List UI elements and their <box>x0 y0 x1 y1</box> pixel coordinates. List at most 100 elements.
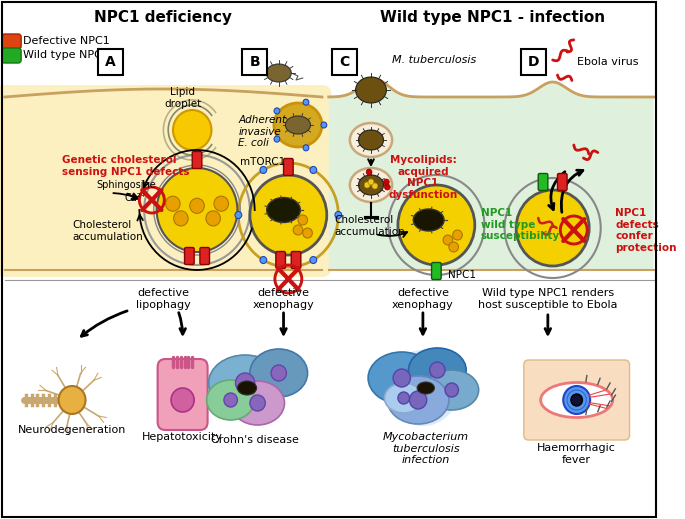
FancyBboxPatch shape <box>538 173 548 190</box>
Ellipse shape <box>238 381 257 395</box>
Text: Wild type NPC1: Wild type NPC1 <box>23 50 109 60</box>
Ellipse shape <box>368 352 436 404</box>
Circle shape <box>386 350 460 426</box>
FancyBboxPatch shape <box>521 49 546 75</box>
Circle shape <box>298 215 308 225</box>
Text: Ca²⁺: Ca²⁺ <box>125 193 147 203</box>
FancyBboxPatch shape <box>184 248 194 265</box>
FancyBboxPatch shape <box>2 48 21 63</box>
FancyBboxPatch shape <box>291 252 301 268</box>
FancyBboxPatch shape <box>276 252 286 268</box>
Text: Mycobacterium
tuberculosis
infection: Mycobacterium tuberculosis infection <box>383 432 469 465</box>
Text: Genetic cholesterol
sensing NPC1 defects: Genetic cholesterol sensing NPC1 defects <box>62 155 190 176</box>
Ellipse shape <box>266 64 291 82</box>
FancyBboxPatch shape <box>332 49 357 75</box>
Circle shape <box>190 198 204 213</box>
Ellipse shape <box>286 116 310 134</box>
FancyBboxPatch shape <box>524 360 630 440</box>
Text: C: C <box>339 55 349 69</box>
Text: defective
xenophagy: defective xenophagy <box>253 288 314 310</box>
Circle shape <box>59 386 86 414</box>
Text: Lipid
droplet: Lipid droplet <box>164 87 201 109</box>
Text: Wild type NPC1 renders
host susceptible to Ebola: Wild type NPC1 renders host susceptible … <box>478 288 618 310</box>
Ellipse shape <box>274 103 322 147</box>
Circle shape <box>429 362 445 378</box>
Ellipse shape <box>350 168 392 202</box>
Circle shape <box>250 395 265 411</box>
Circle shape <box>335 212 342 218</box>
Circle shape <box>236 373 255 393</box>
FancyBboxPatch shape <box>192 152 202 169</box>
Circle shape <box>310 167 316 173</box>
Text: A: A <box>105 55 116 69</box>
Text: NPC1: NPC1 <box>448 270 476 280</box>
Circle shape <box>384 184 390 190</box>
Ellipse shape <box>384 383 423 413</box>
Ellipse shape <box>266 198 300 223</box>
Circle shape <box>274 108 280 114</box>
Circle shape <box>271 365 286 381</box>
Circle shape <box>445 383 458 397</box>
Text: Defective NPC1: Defective NPC1 <box>23 36 110 46</box>
Text: Wild type NPC1 - infection: Wild type NPC1 - infection <box>379 10 605 25</box>
Circle shape <box>368 179 374 185</box>
Text: Cholesterol
accumulation: Cholesterol accumulation <box>334 215 406 237</box>
Circle shape <box>260 167 266 173</box>
Text: defective
xenophagy: defective xenophagy <box>392 288 453 310</box>
Ellipse shape <box>250 349 308 397</box>
Circle shape <box>214 196 229 211</box>
Ellipse shape <box>425 370 479 410</box>
Circle shape <box>366 169 372 175</box>
Circle shape <box>453 230 462 240</box>
Text: Ebola virus: Ebola virus <box>577 57 638 67</box>
FancyBboxPatch shape <box>0 85 332 277</box>
Circle shape <box>310 256 316 264</box>
FancyBboxPatch shape <box>242 49 267 75</box>
Circle shape <box>393 369 410 387</box>
FancyBboxPatch shape <box>98 49 123 75</box>
Circle shape <box>235 212 242 218</box>
Text: Hepatotoxicity: Hepatotoxicity <box>142 432 223 442</box>
Circle shape <box>206 211 221 226</box>
Circle shape <box>260 256 266 264</box>
Circle shape <box>398 392 410 404</box>
Text: Haemorrhagic
fever: Haemorrhagic fever <box>537 443 616 465</box>
Ellipse shape <box>417 382 434 394</box>
Circle shape <box>410 391 427 409</box>
Text: Sphingosine: Sphingosine <box>96 180 156 190</box>
Circle shape <box>303 145 309 151</box>
Text: Neurodegeneration: Neurodegeneration <box>18 425 126 435</box>
Circle shape <box>166 196 180 211</box>
Ellipse shape <box>358 175 384 195</box>
Circle shape <box>224 393 238 407</box>
Ellipse shape <box>207 380 255 420</box>
Text: NPC1 deficiency: NPC1 deficiency <box>95 10 232 25</box>
Circle shape <box>372 183 377 189</box>
Ellipse shape <box>358 130 384 150</box>
Circle shape <box>384 179 389 185</box>
Circle shape <box>571 394 582 406</box>
Ellipse shape <box>231 381 284 425</box>
Text: Adherent
invasive
E. coli: Adherent invasive E. coli <box>238 115 286 148</box>
FancyBboxPatch shape <box>158 359 208 430</box>
Circle shape <box>250 175 327 255</box>
Circle shape <box>274 136 280 142</box>
Ellipse shape <box>413 209 444 231</box>
Circle shape <box>173 110 212 150</box>
Text: NPC1
wild type
susceptibility: NPC1 wild type susceptibility <box>481 208 560 241</box>
Text: M. tuberculosis: M. tuberculosis <box>392 55 476 65</box>
FancyBboxPatch shape <box>200 248 210 265</box>
Text: D: D <box>527 55 539 69</box>
Text: Cholesterol
accumulation: Cholesterol accumulation <box>72 220 143 242</box>
Ellipse shape <box>387 376 449 424</box>
FancyBboxPatch shape <box>284 158 293 175</box>
Text: Mycolipids:
acquired
NPC1
dysfunction: Mycolipids: acquired NPC1 dysfunction <box>388 155 458 200</box>
Circle shape <box>173 211 188 226</box>
Ellipse shape <box>408 348 466 392</box>
Circle shape <box>398 185 475 265</box>
Text: defective
lipophagy: defective lipophagy <box>136 288 190 310</box>
Ellipse shape <box>356 77 386 103</box>
Ellipse shape <box>350 123 392 157</box>
Text: mTORC1: mTORC1 <box>240 157 286 167</box>
Circle shape <box>303 99 309 105</box>
